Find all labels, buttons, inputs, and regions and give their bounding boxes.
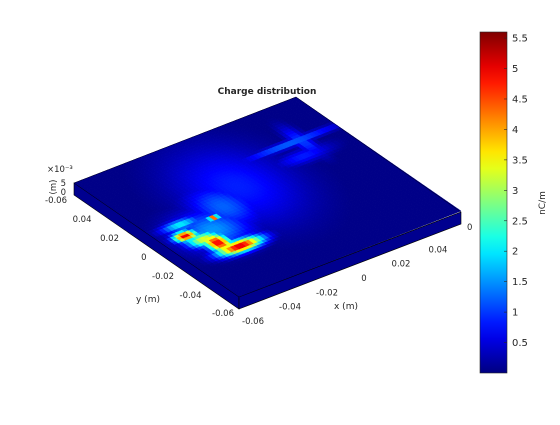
x-tick-label: -0.02 (316, 288, 338, 298)
colorbar-tick-label: 5 (512, 64, 518, 75)
colorbar-tick-label: 2 (512, 247, 518, 258)
y-tick-label: -0.06 (212, 309, 234, 319)
z-tick-label: 0 (61, 188, 66, 198)
heatmap-surface (73, 96, 462, 298)
x-tick-label: 0 (361, 274, 366, 284)
x-axis-label: x (m) (334, 302, 358, 312)
chart-title: Charge distribution (218, 87, 317, 97)
y-tick-label: 0.04 (73, 215, 92, 225)
x-tick-label: -0.06 (242, 317, 264, 327)
z-exponent: ×10⁻³ (47, 165, 73, 175)
x-tick-label: 0.04 (429, 245, 448, 255)
colorbar-gradient (479, 31, 508, 374)
colorbar-tick-label: 4.5 (512, 95, 528, 106)
x-tick-label: -0.04 (279, 303, 301, 313)
x-tick-label-clipped: 0 (467, 223, 472, 233)
y-axis-label: y (m) (136, 295, 160, 305)
y-tick-label: -0.02 (152, 272, 174, 282)
y-tick-label: 0 (141, 253, 146, 263)
colorbar-tick-label: 1 (512, 308, 518, 319)
z-tick-label: 5 (61, 179, 66, 189)
y-tick-label: -0.06 (45, 196, 67, 206)
heat-cell (454, 208, 462, 213)
colorbar-tick-label: 1.5 (512, 277, 528, 288)
slab-top-outline (73, 96, 462, 298)
colorbar-tick-label: 0.5 (512, 338, 528, 349)
z-axis-label: (m) (49, 180, 59, 195)
y-tick-label: 0.02 (100, 234, 119, 244)
colorbar: 0.5 1 1.5 2 2.5 3 3.5 4 4.5 5 5.5 nC/m (479, 31, 548, 374)
colorbar-label: nC/m (538, 191, 548, 215)
y-tick-label: -0.04 (180, 291, 202, 301)
x-tick-label: 0.02 (392, 260, 411, 270)
colorbar-tick-label: 3 (512, 186, 518, 197)
colorbar-tick-label: 4 (512, 125, 518, 136)
colorbar-tick-label: 2.5 (512, 216, 528, 227)
colorbar-tick-label: 3.5 (512, 155, 528, 166)
colorbar-tick-label: 5.5 (512, 34, 528, 45)
